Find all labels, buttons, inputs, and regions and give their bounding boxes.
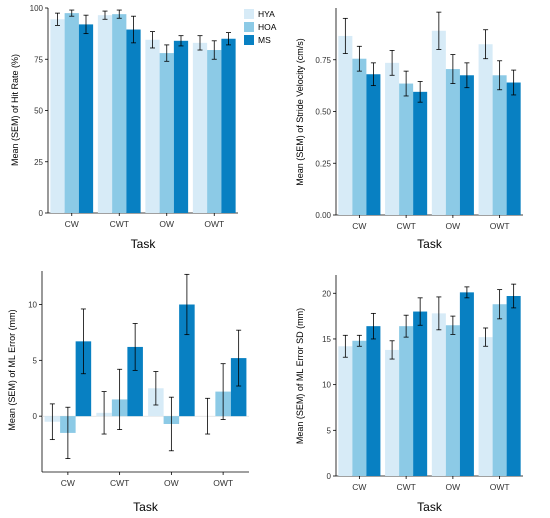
x-tick-label: OWT bbox=[490, 482, 510, 492]
y-tick-label: 5 bbox=[33, 356, 38, 365]
bar-hoa-cwt bbox=[399, 83, 414, 216]
y-tick-label: 0 bbox=[33, 412, 38, 421]
chart-panel-3: 0 5 10 CW CWT OW OWT Task Mean (SEM) of ML Error… bbox=[7, 271, 249, 514]
x-tick-label: OW bbox=[446, 482, 461, 492]
x-axis-title: Task bbox=[417, 237, 443, 251]
y-tick-label: 25 bbox=[34, 158, 43, 167]
bar-ms-ow bbox=[179, 304, 195, 417]
bar-hoa-cw bbox=[64, 13, 79, 213]
bar-hya-cwt bbox=[385, 62, 400, 216]
x-tick-label: CWT bbox=[110, 219, 129, 229]
y-tick-label: 0 bbox=[39, 209, 44, 218]
y-tick-label: 100 bbox=[30, 4, 44, 13]
y-tick-label: 15 bbox=[322, 335, 331, 344]
bar-hoa-ow bbox=[159, 53, 174, 213]
legend-swatch-hya bbox=[244, 9, 254, 19]
x-tick-label: OWT bbox=[204, 219, 224, 229]
legend-label-hya: HYA bbox=[258, 9, 275, 19]
x-tick-label: CW bbox=[352, 482, 366, 492]
x-axis-title: Task bbox=[133, 500, 159, 514]
bar-ms-cwt bbox=[413, 91, 428, 215]
legend-label-ms: MS bbox=[258, 35, 271, 45]
chart-panel-4: 0 5 10 15 20 CW CWT OW OWT Task Mean (SEM) of ML E… bbox=[295, 275, 523, 514]
x-tick-label: CW bbox=[65, 219, 79, 229]
x-tick-label: OW bbox=[446, 221, 461, 231]
y-axis-title: Mean (SEM) of Stride Velocity (cm/s) bbox=[295, 38, 305, 186]
bar-ms-cwt bbox=[126, 29, 141, 214]
bar-hya-cwt bbox=[385, 349, 400, 476]
bar-hya-ow bbox=[145, 39, 160, 214]
x-tick-label: OWT bbox=[213, 478, 233, 488]
y-tick-label: 10 bbox=[28, 301, 37, 310]
bar-ms-cw bbox=[75, 341, 92, 417]
legend-label-hoa: HOA bbox=[258, 22, 277, 32]
y-tick-label: 50 bbox=[34, 107, 43, 116]
y-tick-label: 10 bbox=[322, 381, 331, 390]
bar-ms-ow bbox=[459, 75, 474, 216]
x-tick-label: OW bbox=[159, 219, 174, 229]
bar-hya-owt bbox=[478, 337, 493, 476]
bar-hya-cw bbox=[338, 35, 353, 215]
x-tick-label: CWT bbox=[110, 478, 129, 488]
bar-hya-cw bbox=[50, 19, 65, 214]
chart-panel-1: 0 25 50 75 100 CW CWT OW OWT Task Mean (SEM) of Hi… bbox=[10, 4, 238, 251]
x-tick-label: CW bbox=[352, 221, 366, 231]
x-axis-title: Task bbox=[131, 237, 157, 251]
bar-hoa-owt bbox=[492, 75, 507, 216]
bar-ms-owt bbox=[506, 82, 521, 216]
bar-hya-cwt bbox=[97, 15, 113, 213]
y-tick-label: 0.25 bbox=[315, 159, 331, 168]
bar-ms-ow bbox=[173, 40, 189, 213]
bar-hya-owt bbox=[478, 44, 493, 215]
x-tick-label: OWT bbox=[490, 221, 510, 231]
legend-swatch-ms bbox=[244, 35, 254, 45]
legend-swatch-hoa bbox=[244, 22, 254, 32]
bar-ms-cwt bbox=[413, 311, 428, 476]
bar-hoa-cw bbox=[352, 58, 367, 216]
bar-hoa-ow bbox=[445, 325, 460, 476]
bar-hoa-owt bbox=[207, 50, 222, 214]
x-axis-title: Task bbox=[417, 500, 443, 514]
bar-hoa-cw bbox=[352, 340, 367, 476]
bar-hoa-owt bbox=[492, 304, 507, 476]
y-tick-label: 5 bbox=[327, 426, 332, 435]
bar-ms-owt bbox=[230, 358, 247, 417]
bar-hya-ow bbox=[431, 313, 446, 476]
bar-ms-owt bbox=[221, 38, 236, 213]
bar-ms-cw bbox=[78, 24, 94, 214]
y-tick-label: 0.00 bbox=[315, 211, 331, 220]
bar-ms-cw bbox=[366, 326, 381, 476]
bar-ms-ow bbox=[459, 292, 474, 476]
x-tick-label: CWT bbox=[396, 221, 415, 231]
y-tick-label: 0.75 bbox=[315, 56, 331, 65]
bar-ms-cwt bbox=[127, 346, 143, 417]
bar-hya-cw bbox=[338, 346, 353, 476]
y-tick-label: 20 bbox=[322, 289, 331, 298]
bar-ms-cw bbox=[366, 74, 381, 216]
x-tick-label: CW bbox=[61, 478, 75, 488]
y-axis-title: Mean (SEM) of ML Error SD (mm) bbox=[295, 308, 305, 444]
y-tick-label: 0.50 bbox=[315, 108, 331, 117]
bar-ms-owt bbox=[506, 296, 521, 476]
y-tick-label: 0 bbox=[327, 472, 332, 481]
bar-hoa-cwt bbox=[112, 14, 127, 214]
legend: HYA HOA MS bbox=[244, 9, 277, 45]
x-tick-label: CWT bbox=[396, 482, 415, 492]
y-tick-label: 75 bbox=[34, 55, 43, 64]
bar-hoa-cwt bbox=[399, 326, 414, 476]
y-axis-title: Mean (SEM) of Hit Rate (%) bbox=[10, 54, 20, 166]
x-tick-label: OW bbox=[164, 478, 179, 488]
bar-hya-owt bbox=[192, 42, 208, 213]
bar-hoa-ow bbox=[445, 69, 460, 215]
y-axis-title: Mean (SEM) of ML Error (mm) bbox=[7, 309, 17, 430]
bar-hya-ow bbox=[431, 30, 446, 215]
chart-panel-2: 0.00 0.25 0.50 0.75 CW CWT OW OWT Task Mean (SEM)… bbox=[295, 8, 523, 251]
